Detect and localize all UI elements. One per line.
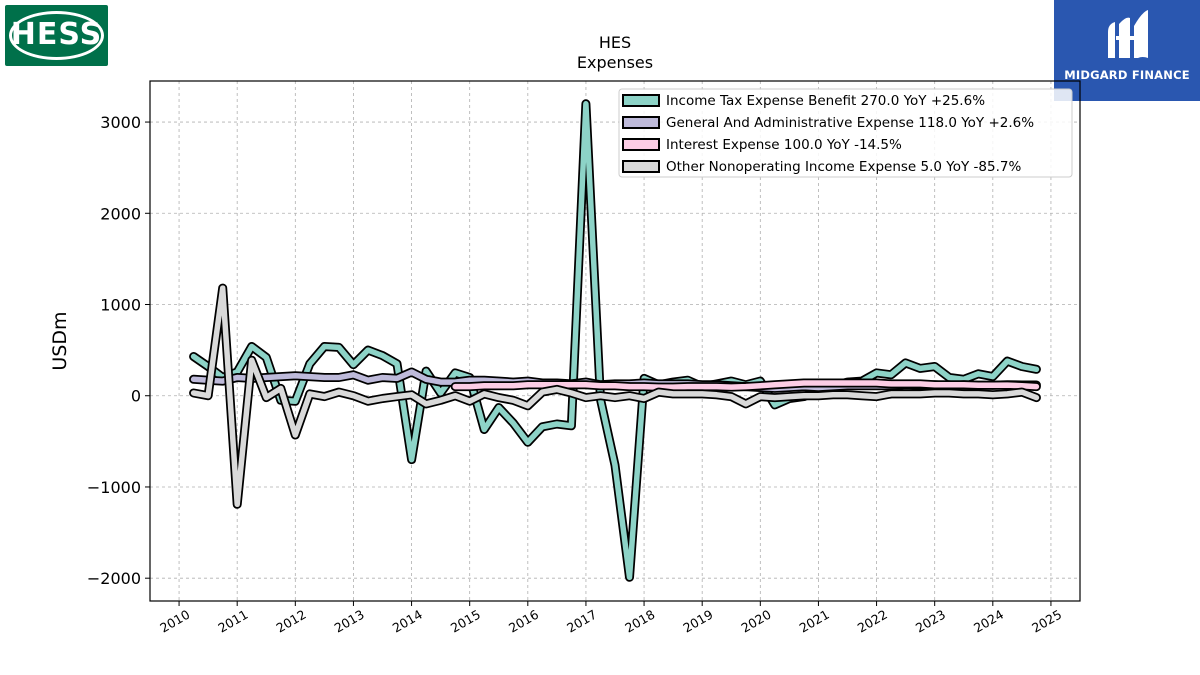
chart-subtitle: Expenses bbox=[577, 53, 653, 72]
series-line bbox=[190, 285, 1040, 508]
x-tick-label: 2021 bbox=[797, 607, 832, 636]
x-tick-label: 2016 bbox=[506, 607, 541, 636]
series-line bbox=[452, 380, 1040, 390]
midgard-finance-logo-text: MIDGARD FINANCE bbox=[1064, 68, 1190, 82]
series-line bbox=[190, 101, 1040, 581]
x-tick-label: 2022 bbox=[855, 607, 890, 636]
x-tick-label: 2018 bbox=[622, 607, 657, 636]
x-tick-label: 2020 bbox=[739, 607, 774, 636]
legend-swatch bbox=[622, 94, 660, 107]
x-tick-label: 2025 bbox=[1029, 607, 1064, 636]
y-tick-label: −1000 bbox=[87, 478, 141, 497]
legend-label: Income Tax Expense Benefit 270.0 YoY +25… bbox=[666, 93, 985, 109]
x-tick-label: 2023 bbox=[913, 607, 948, 636]
legend-swatch bbox=[622, 116, 660, 129]
y-tick-label: −2000 bbox=[87, 569, 141, 588]
y-tick-label: 0 bbox=[131, 387, 141, 406]
legend-label: Interest Expense 100.0 YoY -14.5% bbox=[666, 137, 902, 153]
x-tick-label: 2011 bbox=[215, 607, 250, 636]
x-tick-label: 2017 bbox=[564, 607, 599, 636]
series-0 bbox=[189, 99, 1041, 582]
series-3 bbox=[189, 283, 1041, 509]
legend-swatch bbox=[622, 160, 660, 173]
midgard-finance-logo: MIDGARD FINANCE bbox=[1054, 0, 1200, 101]
plot-area-frame bbox=[149, 80, 1081, 602]
x-tick-label: 2014 bbox=[390, 607, 425, 636]
x-tick-label: 2012 bbox=[274, 607, 309, 636]
hess-logo-text: HESS bbox=[10, 17, 103, 52]
legend-swatch bbox=[622, 138, 660, 151]
y-tick-label: 3000 bbox=[100, 113, 141, 132]
x-tick-label: 2024 bbox=[971, 607, 1006, 636]
hess-logo: HESS bbox=[5, 5, 108, 66]
midgard-finance-mark-icon bbox=[1108, 10, 1148, 59]
legend-label: General And Administrative Expense 118.0… bbox=[666, 115, 1034, 131]
y-tick-label: 1000 bbox=[100, 296, 141, 315]
x-tick-label: 2015 bbox=[448, 607, 483, 636]
chart-series bbox=[189, 99, 1041, 582]
chart-legend: Income Tax Expense Benefit 270.0 YoY +25… bbox=[618, 88, 1073, 178]
legend-box bbox=[618, 88, 1073, 178]
chart-title: HES bbox=[599, 33, 631, 52]
hess-logo-oval bbox=[9, 11, 104, 60]
y-tick-label: 2000 bbox=[100, 204, 141, 223]
x-tick-label: 2010 bbox=[157, 607, 192, 636]
x-tick-label: 2013 bbox=[332, 607, 367, 636]
series-2 bbox=[450, 378, 1041, 392]
x-tick-label: 2019 bbox=[680, 607, 715, 636]
y-axis-label: USDm bbox=[49, 311, 71, 370]
legend-label: Other Nonoperating Income Expense 5.0 Yo… bbox=[666, 159, 1021, 175]
